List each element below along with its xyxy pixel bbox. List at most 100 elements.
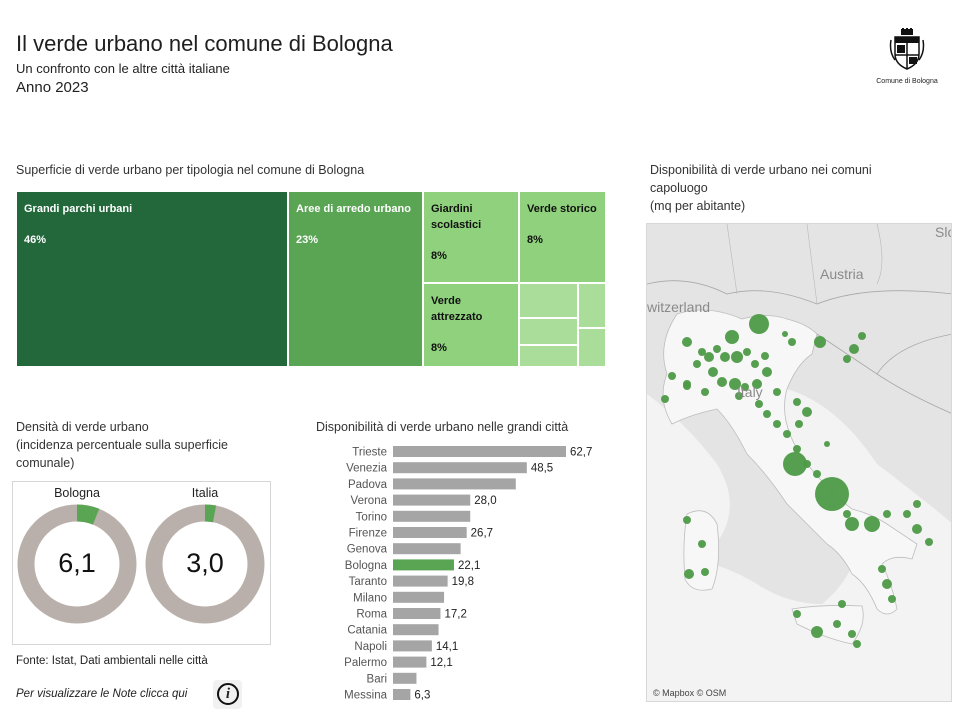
info-button[interactable]: i bbox=[213, 680, 242, 709]
treemap-cell-small[interactable] bbox=[579, 284, 605, 327]
city-bubble[interactable] bbox=[708, 367, 718, 377]
city-bubble[interactable] bbox=[731, 351, 743, 363]
city-bubble[interactable] bbox=[795, 420, 803, 428]
city-bubble[interactable] bbox=[773, 420, 781, 428]
city-bubble[interactable] bbox=[783, 430, 791, 438]
bar[interactable] bbox=[393, 494, 471, 506]
city-bubble[interactable] bbox=[793, 445, 801, 453]
city-bubble[interactable] bbox=[878, 565, 886, 573]
bar[interactable] bbox=[393, 510, 471, 522]
city-bubble[interactable] bbox=[704, 352, 714, 362]
city-bubble[interactable] bbox=[845, 517, 859, 531]
city-bubble[interactable] bbox=[701, 388, 709, 396]
bar[interactable] bbox=[393, 591, 445, 603]
city-bubble[interactable] bbox=[793, 398, 801, 406]
city-bubble[interactable] bbox=[903, 510, 911, 518]
treemap-cell-verde-storico[interactable]: Verde storico 8% bbox=[520, 192, 605, 282]
city-bubble[interactable] bbox=[853, 640, 861, 648]
donut-value-bologna: 6,1 bbox=[58, 548, 96, 578]
city-bubble[interactable] bbox=[683, 516, 691, 524]
city-bubble[interactable] bbox=[811, 626, 823, 638]
city-bubble[interactable] bbox=[883, 510, 891, 518]
bar[interactable] bbox=[393, 462, 527, 474]
bar[interactable] bbox=[393, 559, 454, 571]
treemap-cell-grandi-parchi[interactable]: Grandi parchi urbani 46% bbox=[17, 192, 287, 366]
city-bubble[interactable] bbox=[755, 400, 763, 408]
city-bubble[interactable] bbox=[788, 338, 796, 346]
bar[interactable] bbox=[393, 527, 467, 538]
bar[interactable] bbox=[393, 689, 411, 700]
city-bubble[interactable] bbox=[701, 568, 709, 576]
city-bubble[interactable] bbox=[761, 352, 769, 360]
treemap-cell-giardini-scolastici[interactable]: Giardini scolastici 8% bbox=[424, 192, 518, 282]
bar[interactable] bbox=[393, 543, 461, 555]
city-bubble[interactable] bbox=[849, 344, 859, 354]
city-bubble[interactable] bbox=[814, 336, 826, 348]
city-bubble[interactable] bbox=[838, 600, 846, 608]
donut-segment[interactable] bbox=[204, 504, 217, 523]
city-bubble[interactable] bbox=[717, 377, 727, 387]
city-bubble[interactable] bbox=[763, 410, 771, 418]
city-bubble[interactable] bbox=[683, 382, 691, 390]
city-bubble[interactable] bbox=[912, 524, 922, 534]
city-bubble[interactable] bbox=[751, 360, 759, 368]
bar[interactable] bbox=[393, 640, 432, 652]
city-bubble[interactable] bbox=[749, 314, 769, 334]
city-bubble[interactable] bbox=[684, 569, 694, 579]
city-bubble[interactable] bbox=[741, 383, 749, 391]
city-bubble[interactable] bbox=[713, 345, 721, 353]
logo-caption: Comune di Bologna bbox=[876, 78, 938, 85]
city-bubble[interactable] bbox=[729, 378, 741, 390]
city-bubble[interactable] bbox=[698, 348, 706, 356]
city-bubble[interactable] bbox=[882, 579, 892, 589]
city-bubble[interactable] bbox=[913, 500, 921, 508]
city-bubble[interactable] bbox=[725, 330, 739, 344]
city-bubble[interactable] bbox=[783, 452, 807, 476]
bar[interactable] bbox=[393, 672, 417, 684]
bar[interactable] bbox=[393, 656, 427, 668]
treemap-cell-verde-attrezzato[interactable]: Verde attrezzato 8% bbox=[424, 284, 518, 366]
city-bubble[interactable] bbox=[752, 379, 762, 389]
treemap-cell-small[interactable] bbox=[520, 319, 577, 344]
bar[interactable] bbox=[393, 575, 448, 587]
bar[interactable] bbox=[393, 478, 516, 490]
bar-chart-svg: Trieste 62,7 Venezia 48,5 Padova Verona 28,0 To… bbox=[344, 446, 592, 702]
city-bubble[interactable] bbox=[843, 355, 851, 363]
italy-map[interactable]: Austria witzerland Italy Slo © Mapbox © … bbox=[646, 223, 952, 702]
city-bubble[interactable] bbox=[693, 360, 701, 368]
city-bubble[interactable] bbox=[782, 331, 788, 337]
city-bubble[interactable] bbox=[824, 441, 830, 447]
city-bubble[interactable] bbox=[698, 540, 706, 548]
city-bubble[interactable] bbox=[682, 337, 692, 347]
treemap-cell-small[interactable] bbox=[579, 329, 605, 366]
treemap-cell-small[interactable] bbox=[520, 284, 577, 317]
city-bubble[interactable] bbox=[815, 477, 849, 511]
city-bubble[interactable] bbox=[668, 372, 676, 380]
density-title: Densità di verde urbano (incidenza perce… bbox=[16, 418, 228, 472]
city-bubble[interactable] bbox=[802, 407, 812, 417]
city-bubble[interactable] bbox=[720, 352, 730, 362]
city-bubble[interactable] bbox=[735, 392, 743, 400]
city-bubble[interactable] bbox=[864, 516, 880, 532]
city-bubble[interactable] bbox=[848, 630, 856, 638]
bar-category-label: Verona bbox=[351, 495, 388, 507]
city-bubble[interactable] bbox=[743, 348, 751, 356]
treemap-cell-aree-arredo[interactable]: Aree di arredo urbano 23% bbox=[289, 192, 422, 366]
city-bubble[interactable] bbox=[661, 395, 669, 403]
bar-category-label: Palermo bbox=[344, 657, 387, 669]
bar[interactable] bbox=[393, 446, 566, 457]
donut-segment[interactable] bbox=[76, 504, 100, 525]
city-bubble[interactable] bbox=[925, 538, 933, 546]
city-bubble[interactable] bbox=[773, 388, 781, 396]
bar-value-label: 17,2 bbox=[444, 609, 466, 621]
city-bubble[interactable] bbox=[888, 595, 896, 603]
city-bubble[interactable] bbox=[793, 610, 801, 618]
bar[interactable] bbox=[393, 608, 441, 619]
bar[interactable] bbox=[393, 624, 439, 636]
city-bubble[interactable] bbox=[843, 510, 851, 518]
city-bubble[interactable] bbox=[858, 332, 866, 340]
treemap-cell-small[interactable] bbox=[520, 346, 577, 366]
city-bubble[interactable] bbox=[813, 470, 821, 478]
city-bubble[interactable] bbox=[833, 620, 841, 628]
city-bubble[interactable] bbox=[762, 367, 772, 377]
